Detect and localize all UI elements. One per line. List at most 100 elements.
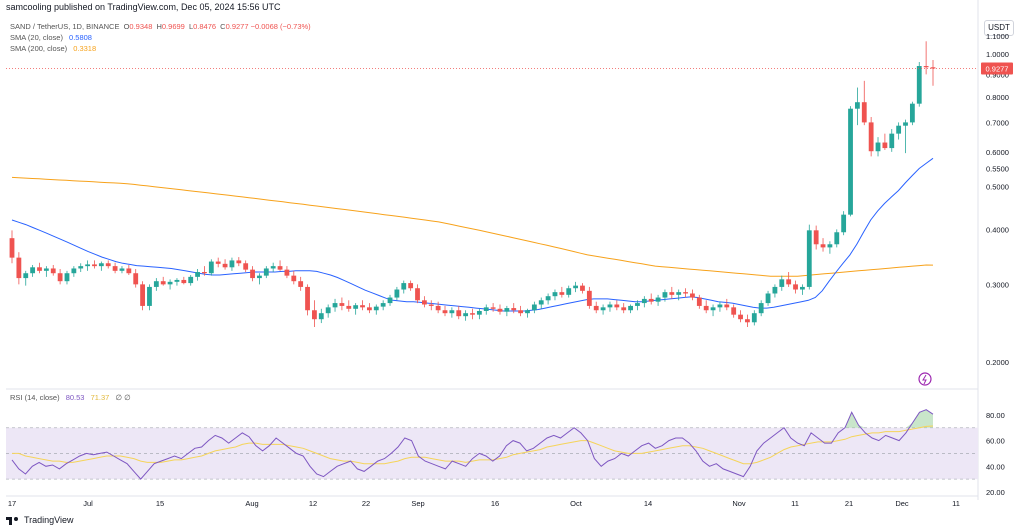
candle-body xyxy=(648,298,654,302)
candle-body xyxy=(456,310,462,317)
sma200-line xyxy=(11,176,934,277)
time-tick-label: 15 xyxy=(156,499,164,508)
candle-body xyxy=(889,133,895,149)
candle-body xyxy=(9,238,15,258)
candle-body xyxy=(43,268,49,271)
candle-body xyxy=(896,125,902,134)
currency-selector[interactable]: USDT xyxy=(984,20,1014,36)
candle-body xyxy=(140,284,145,306)
price-tick-label: 0.5000 xyxy=(986,183,1009,192)
candle-body xyxy=(813,230,819,245)
candle-body xyxy=(490,307,496,309)
candle-body xyxy=(800,286,805,290)
time-tick-label: Nov xyxy=(732,499,746,508)
candle-body xyxy=(841,214,847,233)
candle-body xyxy=(690,293,695,298)
candle-body xyxy=(483,307,489,311)
published-caption: samcooling published on TradingView.com,… xyxy=(6,2,281,12)
candle-body xyxy=(147,286,152,306)
change-value: −0.0068 (−0.73%) xyxy=(250,22,311,31)
tradingview-logo-icon xyxy=(6,516,20,525)
price-tick-label: 0.3000 xyxy=(986,280,1009,289)
candle-body xyxy=(167,281,173,285)
open-key: O xyxy=(123,22,130,31)
candle-body xyxy=(669,292,675,295)
candle-body xyxy=(250,269,255,279)
candle-body xyxy=(696,297,702,306)
candle-body xyxy=(346,305,352,309)
candle-body xyxy=(312,310,317,320)
candle-body xyxy=(600,307,606,311)
time-tick-label: Oct xyxy=(570,499,583,508)
rsi-line xyxy=(11,409,934,480)
candle-body xyxy=(71,268,77,274)
candle-body xyxy=(504,308,510,312)
time-tick-label: Dec xyxy=(895,499,909,508)
candle-body xyxy=(717,304,723,308)
time-tick-label: 16 xyxy=(491,499,499,508)
candle-body xyxy=(401,283,407,290)
candle-body xyxy=(195,272,200,277)
price-tick-label: 0.6000 xyxy=(986,148,1009,157)
candle-body xyxy=(779,279,785,287)
rsi-legend: RSI (14, close) 80.53 71.37 ∅ ∅ xyxy=(10,393,131,402)
rsi-ma-line xyxy=(12,425,934,465)
candle-body xyxy=(531,304,537,311)
candle-body xyxy=(160,281,166,285)
candle-body xyxy=(236,260,242,264)
candle-body xyxy=(566,288,572,295)
candle-body xyxy=(270,266,276,269)
candle-body xyxy=(16,257,22,279)
candle-body xyxy=(442,310,448,314)
candle-body xyxy=(126,268,132,274)
candle-body xyxy=(373,306,379,311)
candle-body xyxy=(428,304,434,306)
open-value: 0.9348 xyxy=(129,22,153,31)
candle-body xyxy=(380,303,386,307)
candle-body xyxy=(552,292,558,297)
candle-body xyxy=(78,266,84,269)
candle-body xyxy=(586,290,592,306)
candle-body xyxy=(875,142,881,152)
time-tick-label: 21 xyxy=(845,499,853,508)
candle-body xyxy=(710,307,716,311)
candle-body xyxy=(476,310,482,315)
rsi-tick-label: 40.00 xyxy=(986,462,1005,471)
candle-body xyxy=(772,286,778,294)
candle-body xyxy=(827,244,833,248)
candle-body xyxy=(112,266,118,271)
candle-body xyxy=(834,232,840,245)
candle-body xyxy=(614,304,620,308)
last-price-badge xyxy=(981,62,1013,75)
close-key: C xyxy=(220,22,226,31)
candle-body xyxy=(738,314,743,320)
candle-body xyxy=(119,268,125,271)
candle-body xyxy=(408,283,414,289)
candle-body xyxy=(394,289,400,298)
rsi-tick-label: 20.00 xyxy=(986,488,1005,497)
candle-body xyxy=(683,292,688,294)
candle-body xyxy=(50,268,56,274)
candle-body xyxy=(181,279,187,284)
candle-body xyxy=(559,292,565,295)
low-value: 0.8476 xyxy=(193,22,217,31)
time-tick-label: 14 xyxy=(644,499,652,508)
candle-body xyxy=(174,279,180,282)
candle-body xyxy=(208,261,214,274)
symbol-legend: SAND / TetherUS, 1D, BINANCE O0.9348 H0.… xyxy=(10,22,311,31)
candle-body xyxy=(98,263,104,267)
rsi-label: RSI (14, close) xyxy=(10,393,60,402)
candle-body xyxy=(861,102,867,123)
price-tick-label: 0.5500 xyxy=(986,164,1009,173)
price-tick-label: 0.8000 xyxy=(986,93,1009,102)
candle-body xyxy=(703,305,709,311)
time-tick-label: 12 xyxy=(309,499,317,508)
candle-body xyxy=(318,313,324,320)
candle-body xyxy=(909,103,915,123)
price-tick-label: 0.7000 xyxy=(986,118,1009,127)
candle-body xyxy=(848,108,853,215)
candle-body xyxy=(573,285,579,289)
candle-body xyxy=(470,313,475,315)
candle-body xyxy=(339,303,345,306)
